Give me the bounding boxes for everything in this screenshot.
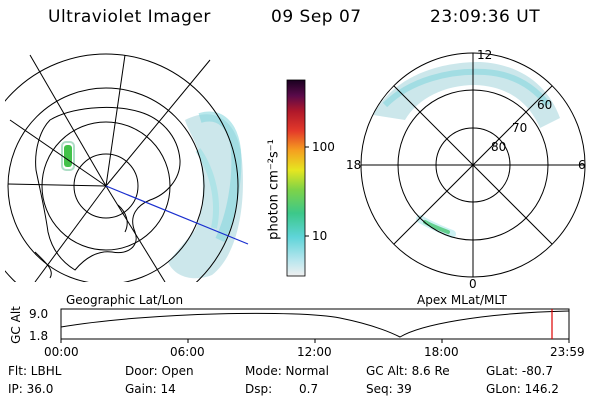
dsp-value: 0.7 bbox=[299, 382, 319, 396]
door-info: Door: Open bbox=[125, 364, 194, 378]
altitude-xtick-0600: 06:00 bbox=[170, 345, 205, 359]
instrument-title: Ultraviolet Imager bbox=[48, 7, 211, 27]
mlat-label-70: 70 bbox=[512, 121, 528, 135]
glat-info: GLat: -80.7 bbox=[486, 364, 553, 378]
left-panel-caption: Geographic Lat/Lon bbox=[66, 293, 184, 307]
altitude-xtick-0000: 00:00 bbox=[44, 345, 79, 359]
time-label: 23:09:36 UT bbox=[430, 7, 541, 27]
date-label: 09 Sep 07 bbox=[271, 7, 362, 27]
altitude-curve bbox=[60, 310, 570, 338]
mlt-label-18: 18 bbox=[346, 158, 362, 172]
latitude-circles bbox=[5, 53, 239, 282]
mode-info: Mode: Normal bbox=[245, 364, 329, 378]
dsp-label: Dsp: bbox=[245, 382, 273, 396]
mlt-label-0: 0 bbox=[469, 277, 477, 291]
mlt-label-12: 12 bbox=[477, 48, 493, 62]
altitude-plot-frame bbox=[60, 308, 570, 340]
altitude-xtick-1200: 12:00 bbox=[297, 345, 332, 359]
colorbar-tick-100: 100 bbox=[312, 140, 335, 154]
altitude-xtick-1800: 18:00 bbox=[424, 345, 459, 359]
aurora-emission-geographic bbox=[61, 111, 243, 279]
mlt-label-6: 6 bbox=[578, 158, 586, 172]
glon-info: GLon: 146.2 bbox=[486, 382, 559, 396]
altitude-ytick-bottom: 1.8 bbox=[29, 329, 49, 343]
mlt-lines bbox=[361, 53, 585, 277]
meridians bbox=[7, 54, 211, 282]
right-panel-caption: Apex MLat/MLT bbox=[417, 293, 507, 307]
ip-info: IP: 36.0 bbox=[8, 382, 54, 396]
mlat-label-80: 80 bbox=[491, 140, 507, 154]
gc-alt-info: GC Alt: 8.6 Re bbox=[366, 364, 450, 378]
filter-info: Flt: LBHL bbox=[8, 364, 62, 378]
colorbar-tick-10: 10 bbox=[312, 229, 328, 243]
altitude-xtick-2359: 23:59 bbox=[550, 345, 585, 359]
seq-info: Seq: 39 bbox=[366, 382, 412, 396]
gain-info: Gain: 14 bbox=[125, 382, 176, 396]
mlat-label-60: 60 bbox=[537, 98, 553, 112]
altitude-ylabel: GC Alt bbox=[9, 306, 23, 344]
altitude-ytick-top: 9.0 bbox=[29, 307, 49, 321]
sun-direction-line bbox=[105, 185, 249, 245]
colorbar-gradient bbox=[286, 79, 306, 277]
